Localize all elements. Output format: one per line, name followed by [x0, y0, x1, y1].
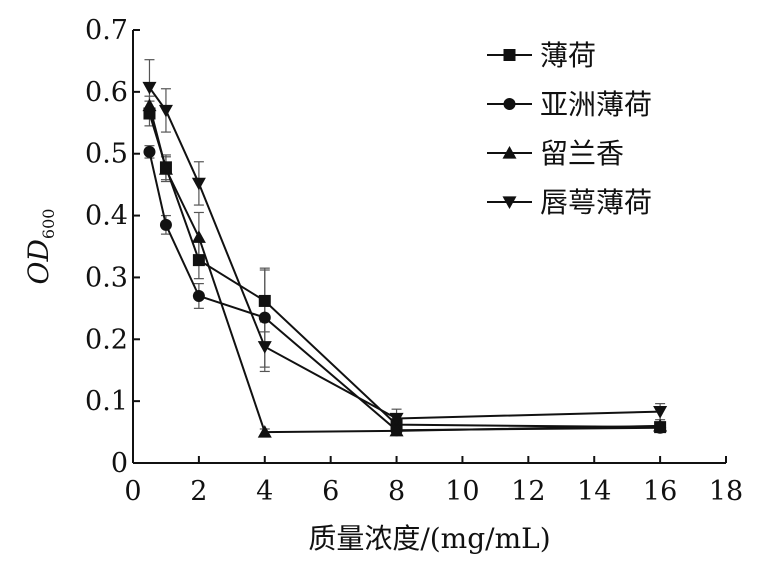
- data-point-series-3: [158, 162, 173, 175]
- data-point-series-4: [142, 81, 157, 95]
- y-tick-label: 0.2: [85, 324, 128, 355]
- series-line-3: [148, 105, 661, 434]
- y-tick-label: 0.3: [85, 262, 128, 293]
- legend-label: 留兰香: [540, 137, 624, 170]
- data-point-series-4: [158, 104, 173, 118]
- data-point-series-3: [389, 423, 404, 437]
- legend-marker: [502, 146, 517, 159]
- legend-item: 亚洲薄荷: [487, 88, 652, 121]
- axes: [132, 30, 726, 464]
- data-point-series-4: [191, 177, 206, 191]
- legend-label: 薄荷: [540, 39, 596, 72]
- data-point-series-1: [192, 254, 205, 267]
- y-tick-label: 0.6: [85, 77, 128, 108]
- x-tick-label: 10: [445, 476, 479, 507]
- y-axis-title-subscript: 600: [39, 209, 58, 240]
- x-tick-label: 8: [388, 476, 405, 507]
- data-point-series-3: [191, 230, 206, 243]
- series-markers: [142, 81, 668, 438]
- legend-marker: [502, 196, 517, 209]
- svg-text:OD600: OD600: [22, 209, 58, 285]
- x-tick-label: 4: [256, 476, 273, 507]
- x-axis-title: 质量浓度/(mg/mL): [308, 522, 550, 555]
- x-tick-label: 6: [322, 476, 339, 507]
- x-tick-label: 18: [709, 476, 743, 507]
- data-point-series-2: [258, 311, 271, 324]
- x-tick-label: 14: [577, 476, 611, 507]
- y-axis-ticks: 0 0.1 0.2 0.3 0.4 0.5 0.6 0.7: [85, 15, 140, 479]
- y-axis-title: OD600: [22, 209, 58, 285]
- legend-label: 亚洲薄荷: [540, 88, 652, 121]
- x-tick-label: 16: [643, 476, 677, 507]
- x-tick-label: 2: [190, 476, 207, 507]
- y-tick-label: 0.7: [85, 15, 128, 46]
- legend-item: 唇萼薄荷: [487, 186, 652, 219]
- data-point-series-4: [653, 406, 668, 419]
- data-point-series-3: [142, 98, 157, 112]
- y-axis-title-main: OD: [22, 239, 55, 284]
- legend-item: 留兰香: [487, 137, 624, 170]
- legend-item: 薄荷: [487, 39, 596, 72]
- data-point-series-4: [257, 341, 272, 354]
- data-point-series-2: [159, 218, 172, 231]
- legend-label: 唇萼薄荷: [540, 186, 652, 219]
- data-point-series-2: [192, 289, 205, 302]
- x-tick-label: 0: [124, 476, 141, 507]
- data-point-series-3: [257, 425, 272, 438]
- data-point-series-3: [653, 418, 668, 432]
- data-point-series-2: [143, 145, 156, 158]
- legend-marker: [503, 49, 516, 61]
- legend-marker: [503, 98, 516, 110]
- y-tick-label: 0.4: [85, 201, 128, 232]
- y-tick-label: 0.5: [85, 139, 128, 170]
- data-point-series-1: [258, 294, 271, 307]
- data-point-series-4: [389, 412, 404, 426]
- x-axis-ticks: 0 2 4 6 8 10 12 14 16 18: [124, 456, 743, 507]
- x-tick-label: 12: [511, 476, 545, 507]
- y-tick-label: 0.1: [85, 386, 128, 417]
- y-tick-label: 0: [111, 448, 128, 479]
